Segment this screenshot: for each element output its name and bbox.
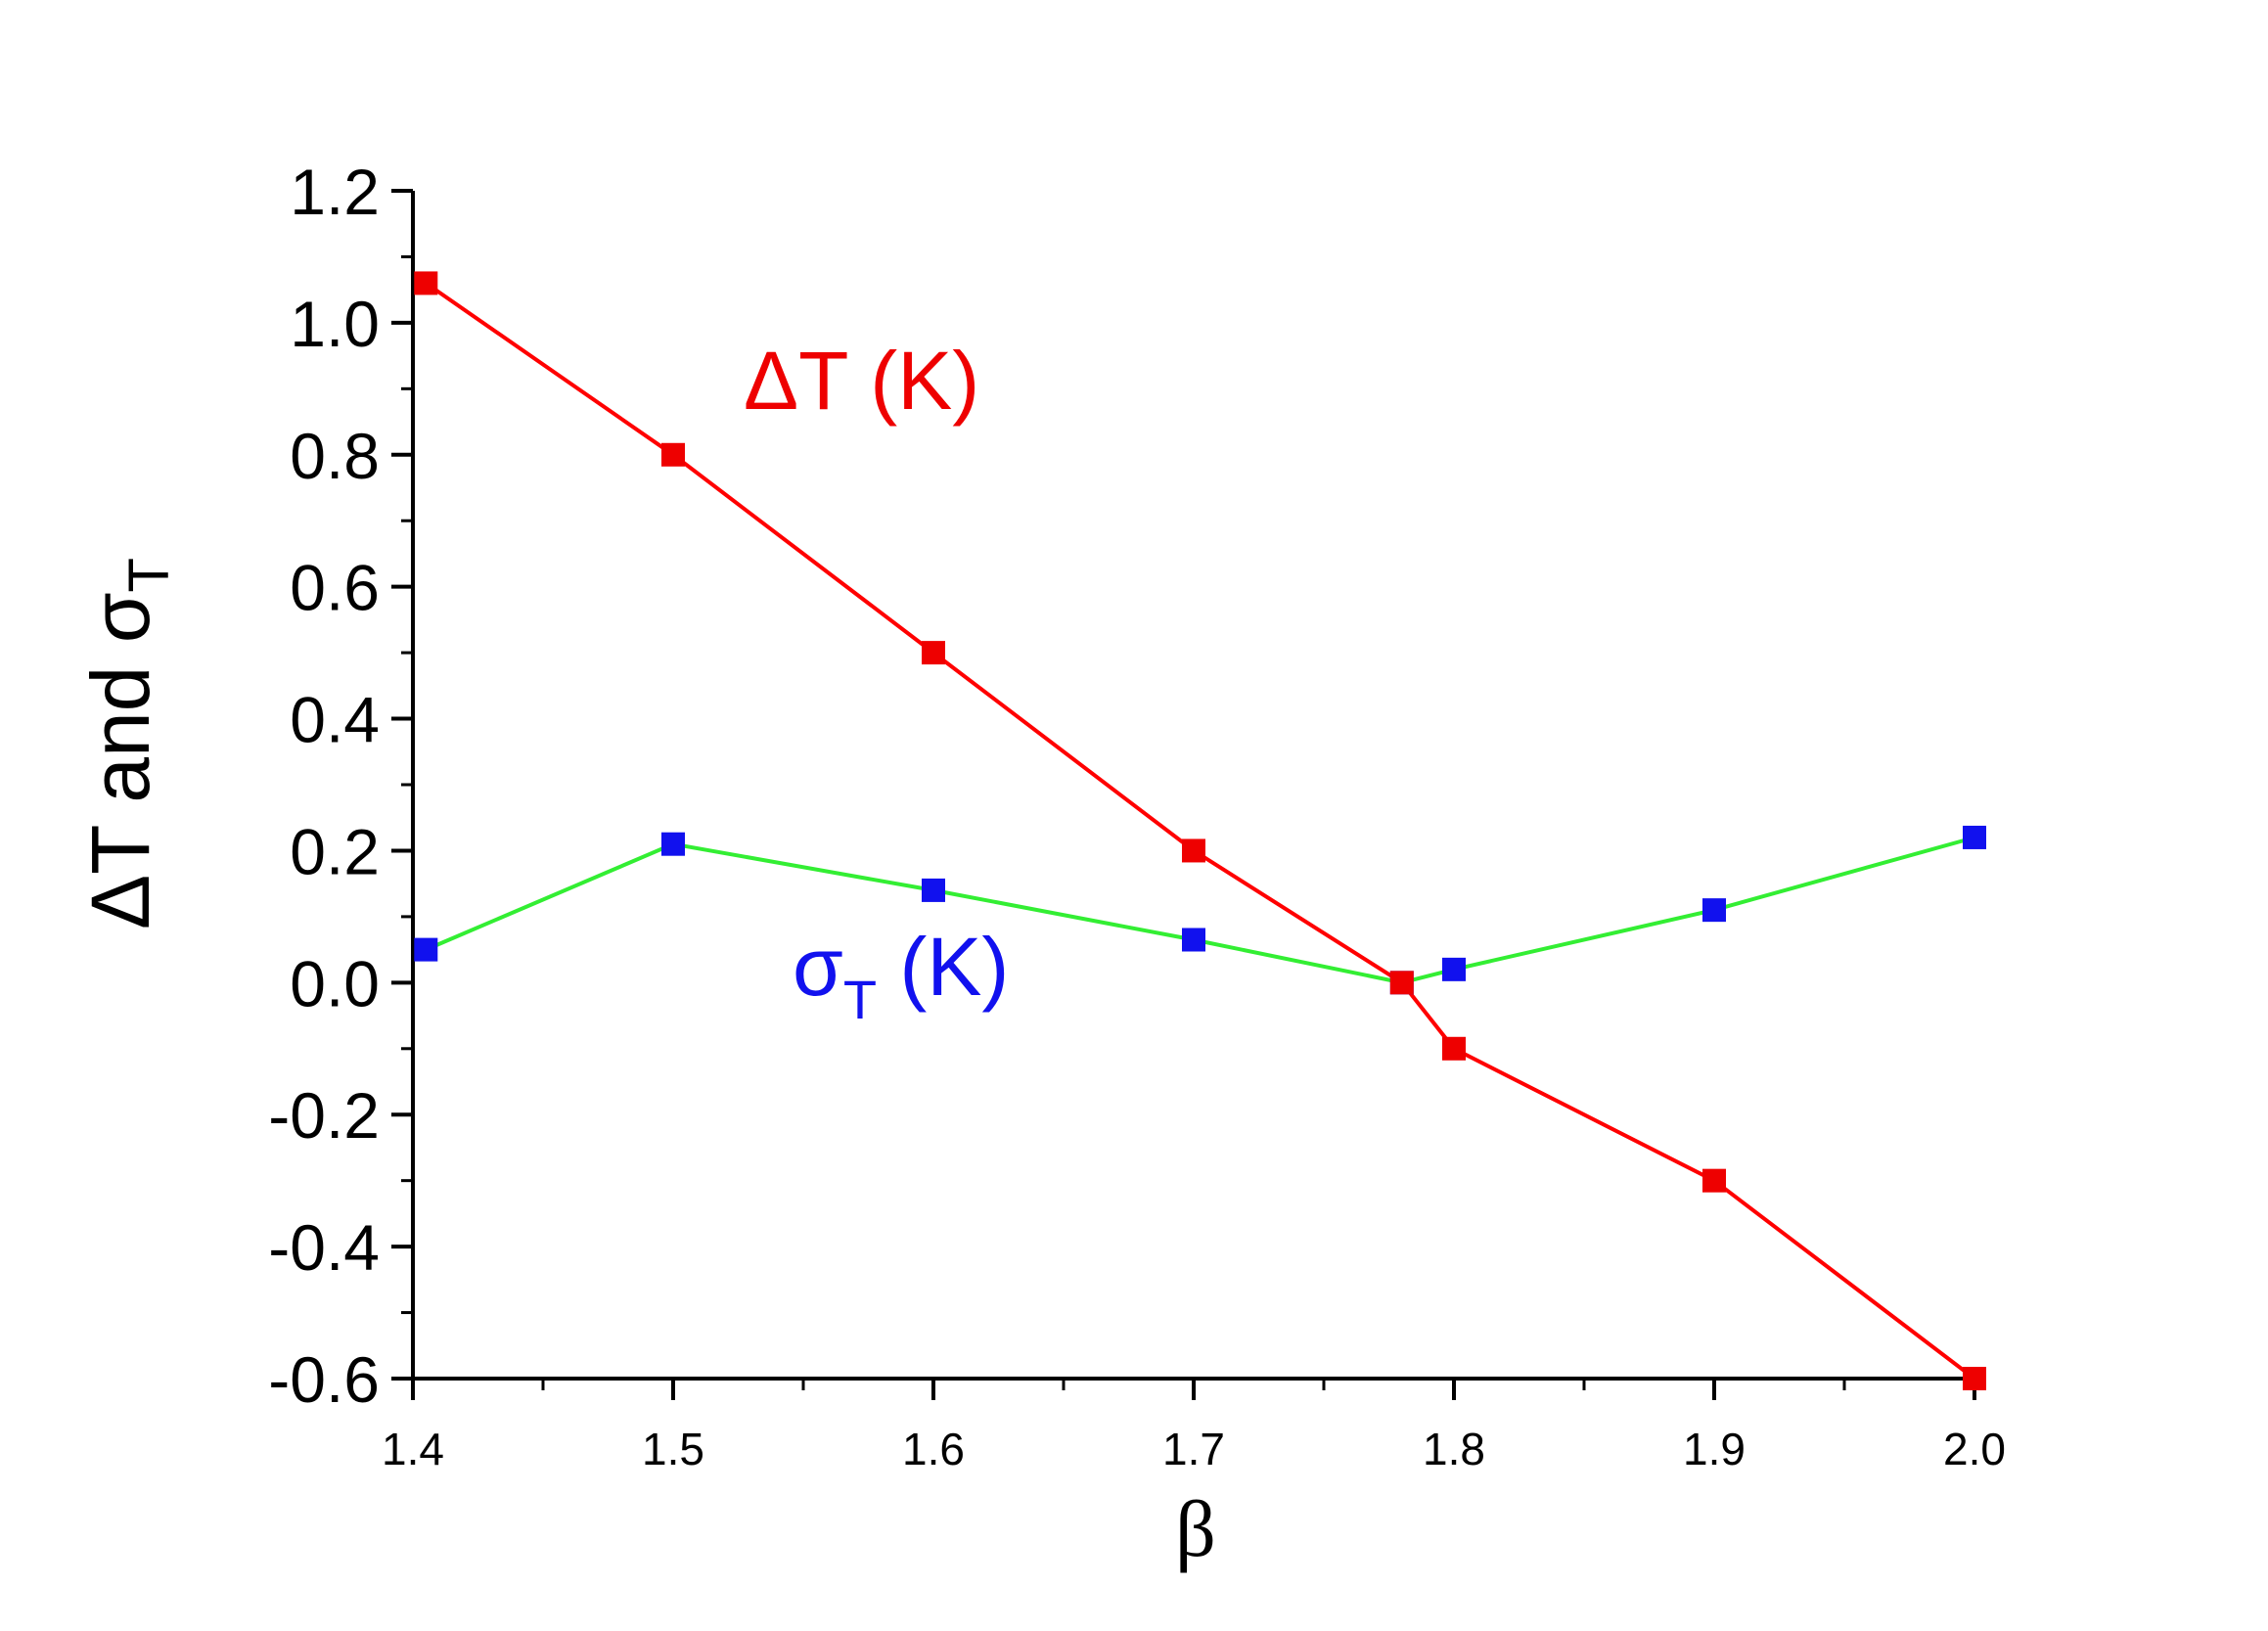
data-point-delta-t	[1442, 1036, 1466, 1061]
x-ticks: 1.4 1.5 1.6 1.7 1.8 1.9 2.0	[382, 1379, 2006, 1474]
y-tick-label: -0.4	[268, 1211, 380, 1284]
data-point-delta-t	[414, 271, 438, 295]
y-axis-label-sub: T	[117, 558, 181, 592]
series-label-delta-t: ΔT (K)	[744, 335, 979, 427]
y-tick-label: 1.0	[290, 288, 380, 360]
x-tick-label: 1.5	[642, 1424, 704, 1474]
series-label-sigma-sub: T	[843, 969, 877, 1030]
x-tick-label: 2.0	[1943, 1424, 2006, 1474]
x-tick-label: 1.8	[1423, 1424, 1485, 1474]
y-tick-label: -0.2	[268, 1079, 380, 1152]
series-lines	[425, 281, 1976, 1381]
series-line-delta-t	[425, 281, 1976, 1381]
data-point-delta-t	[1182, 838, 1205, 863]
series-line-sigma-t	[425, 836, 1975, 985]
y-axis-label-main: ΔT and σ	[74, 592, 166, 929]
x-tick-label: 1.6	[902, 1424, 965, 1474]
data-point-sigma-t	[1963, 825, 1986, 849]
data-point-delta-t	[1702, 1168, 1726, 1193]
data-point-sigma-t	[1182, 928, 1205, 952]
y-tick-label: 0.0	[290, 947, 380, 1019]
series-markers	[414, 271, 1986, 1390]
series-label-sigma-tail: (K)	[877, 921, 1009, 1013]
data-point-delta-t	[1963, 1367, 1986, 1390]
data-point-delta-t	[922, 641, 945, 665]
y-tick-label: -0.6	[268, 1343, 380, 1416]
y-axis-label: ΔT and σT	[74, 558, 181, 929]
x-tick-label: 1.9	[1683, 1424, 1746, 1474]
data-point-delta-t	[661, 442, 685, 467]
data-point-sigma-t	[414, 937, 438, 962]
y-tick-label: 0.2	[290, 815, 380, 887]
series-label-sigma-t: σT (K)	[793, 921, 1009, 1030]
x-axis-label: β	[1175, 1484, 1216, 1573]
y-tick-label: 1.2	[290, 156, 380, 228]
data-point-sigma-t	[922, 878, 945, 902]
data-point-delta-t	[1389, 971, 1414, 995]
data-point-sigma-t	[661, 832, 685, 856]
x-tick-label: 1.7	[1162, 1424, 1225, 1474]
y-tick-label: 0.4	[290, 684, 380, 756]
series-label-sigma-main: σ	[793, 921, 843, 1013]
x-tick-label: 1.4	[382, 1424, 444, 1474]
data-point-sigma-t	[1442, 957, 1466, 981]
y-ticks: -0.6 -0.4 -0.2 0.0 0.2 0.4 0.6 0.8 1.0 1.2	[268, 156, 413, 1416]
data-point-sigma-t	[1702, 898, 1726, 923]
y-tick-label: 0.8	[290, 420, 380, 492]
y-tick-label: 0.6	[290, 552, 380, 624]
